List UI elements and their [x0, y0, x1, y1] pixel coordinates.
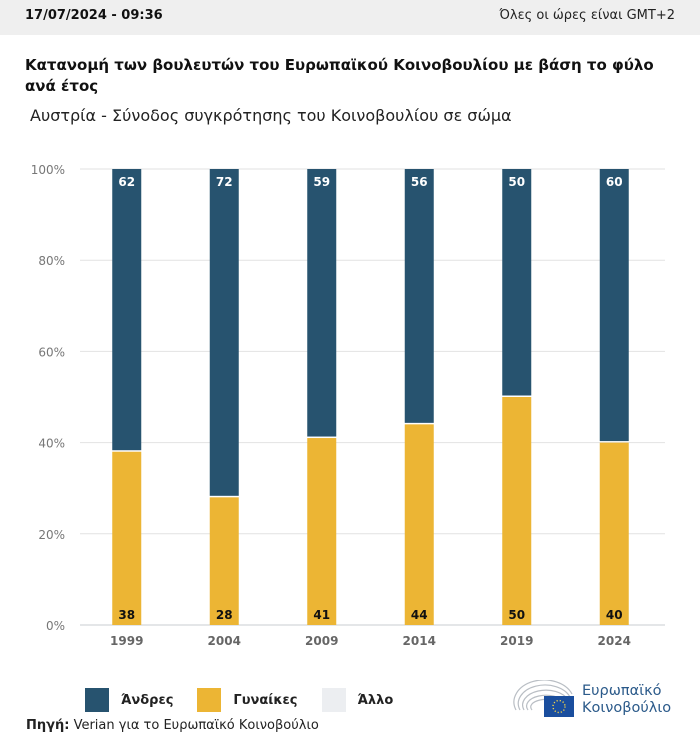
stacked-bar-chart: 0%20%40%60%80%100% 623872285941564450506…	[31, 163, 665, 648]
x-tick-label: 2014	[403, 634, 436, 648]
chart-title: Κατανομή των βουλευτών του Ευρωπαϊκού Κο…	[25, 56, 654, 95]
y-axis-labels: 0% 20% 40% 60% 80% 100%	[31, 163, 65, 633]
legend-item-men[interactable]: Άνδρες	[85, 688, 173, 712]
legend-label-women: Γυναίκες	[233, 692, 298, 708]
x-tick-label: 2019	[500, 634, 533, 648]
source-text: Verian για το Ευρωπαϊκό Κοινοβούλιο	[69, 718, 319, 733]
bar-men	[599, 169, 629, 442]
legend: Άνδρες Γυναίκες Άλλο	[85, 688, 417, 712]
data-label-men: 72	[216, 175, 233, 189]
datetime-label: 17/07/2024 - 09:36	[25, 8, 163, 23]
y-tick-label: 60%	[38, 345, 65, 359]
bar-women	[599, 442, 629, 625]
legend-swatch-other	[321, 688, 346, 712]
data-label-men: 60	[606, 175, 623, 189]
logo-line-2: Κοινοβούλιο	[582, 700, 672, 716]
eu-flag-icon	[544, 696, 574, 717]
y-tick-label: 0%	[46, 619, 65, 633]
data-label-women: 50	[508, 608, 525, 622]
data-label-women: 44	[411, 608, 428, 622]
bar-men	[307, 169, 337, 437]
data-label-women: 41	[313, 608, 330, 622]
x-tick-label: 2024	[598, 634, 631, 648]
data-label-men: 62	[118, 175, 135, 189]
y-tick-label: 80%	[38, 254, 65, 268]
bar-men	[209, 169, 239, 496]
x-tick-label: 2004	[208, 634, 241, 648]
bar-women	[307, 438, 337, 625]
data-label-women: 28	[216, 608, 233, 622]
x-tick-label: 1999	[110, 634, 143, 648]
top-bar: 17/07/2024 - 09:36 Όλες οι ώρες είναι GM…	[0, 0, 700, 35]
legend-item-women[interactable]: Γυναίκες	[197, 688, 298, 712]
bar-women	[209, 497, 239, 625]
bar-men	[404, 169, 434, 423]
legend-swatch-men	[85, 688, 109, 712]
data-label-women: 40	[606, 608, 623, 622]
data-label-men: 59	[313, 175, 330, 189]
legend-item-other[interactable]: Άλλο	[321, 688, 394, 712]
chart-subtitle: Αυστρία - Σύνοδος συγκρότησης του Κοινοβ…	[30, 106, 512, 125]
source-label: Πηγή:	[26, 718, 70, 733]
bar-women	[112, 451, 142, 625]
source-note: Πηγή: Verian για το Ευρωπαϊκό Κοινοβούλι…	[26, 718, 319, 733]
x-tick-label: 2009	[305, 634, 338, 648]
y-tick-label: 40%	[38, 437, 65, 451]
data-label-men: 50	[508, 175, 525, 189]
y-tick-label: 100%	[31, 163, 65, 177]
parliament-hemicycle-icon	[513, 680, 574, 717]
bar-men	[502, 169, 532, 396]
y-tick-label: 20%	[38, 528, 65, 542]
bar-women	[502, 397, 532, 625]
bars: 62 38 72 28 59 41 56 44 50 50 60 40	[112, 169, 629, 625]
data-label-men: 56	[411, 175, 428, 189]
data-label-women: 38	[118, 608, 135, 622]
bar-men	[112, 169, 142, 451]
legend-label-men: Άνδρες	[121, 692, 174, 708]
bar-women	[404, 424, 434, 625]
timezone-note: Όλες οι ώρες είναι GMT+2	[499, 8, 675, 23]
european-parliament-logo: Ευρωπαϊκό Κοινοβούλιο	[512, 680, 671, 720]
gridlines	[80, 168, 665, 626]
x-axis-labels: 1999 2004 2009 2014 2019 2024	[110, 634, 631, 648]
legend-label-other: Άλλο	[357, 692, 394, 708]
legend-swatch-women	[197, 688, 222, 712]
logo-line-1: Ευρωπαϊκό	[582, 683, 662, 699]
